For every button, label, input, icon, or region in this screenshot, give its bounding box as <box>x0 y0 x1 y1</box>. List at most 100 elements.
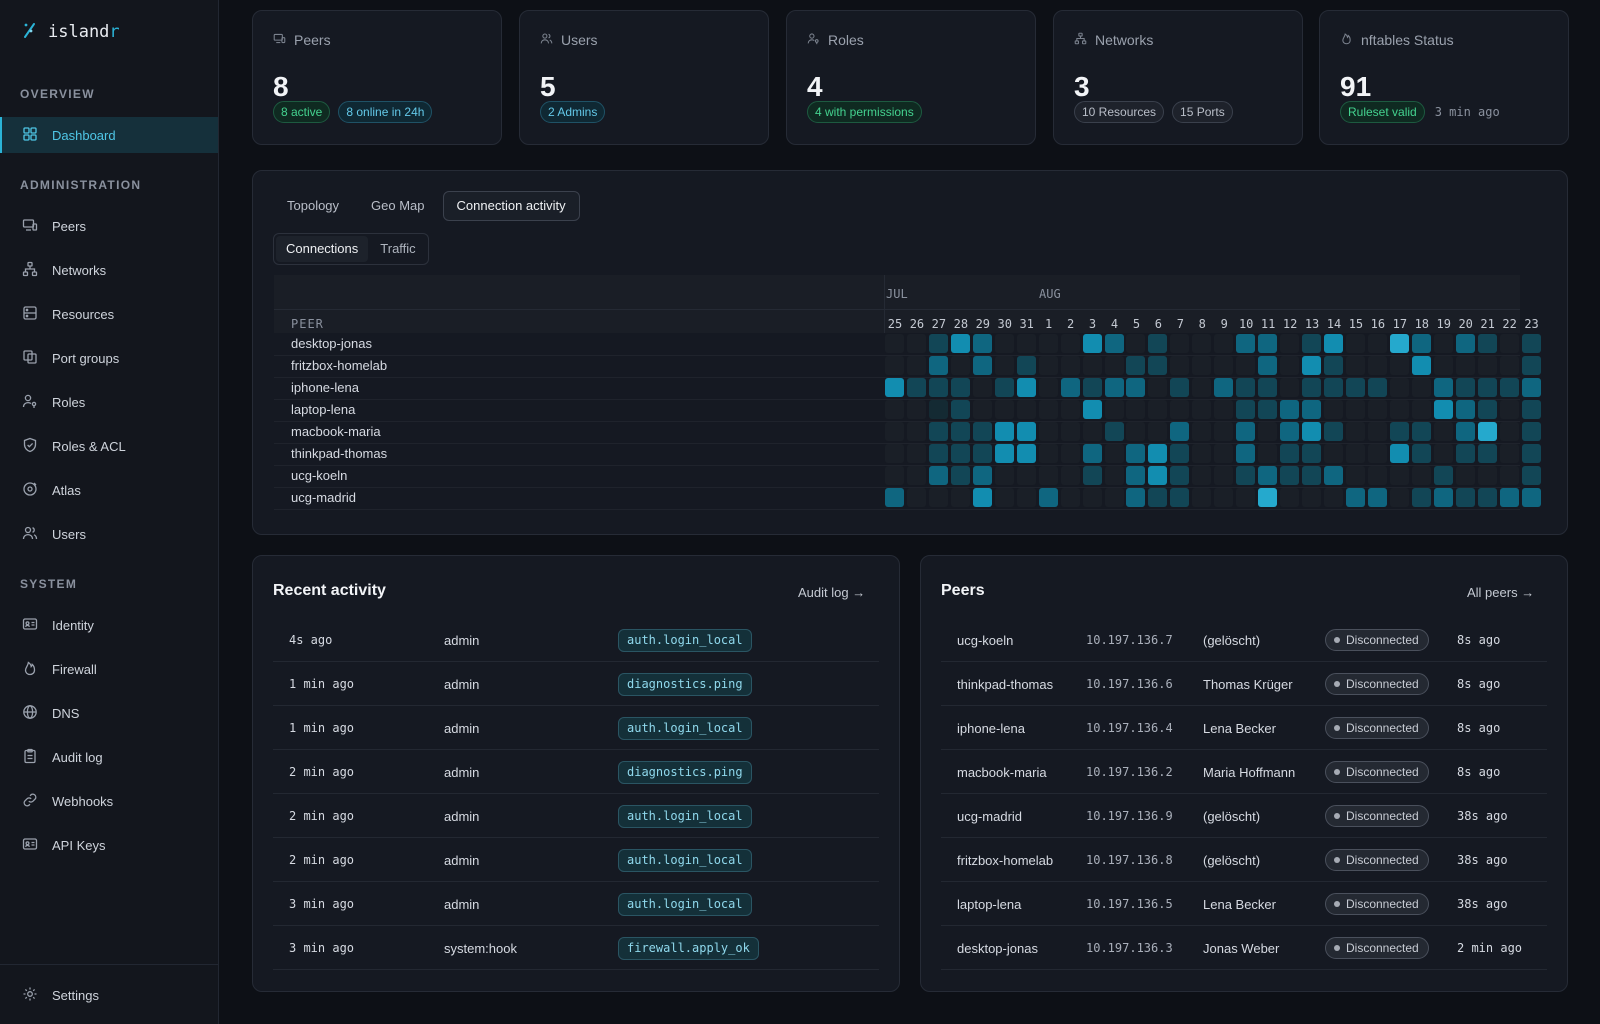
heatmap-cell[interactable] <box>906 378 926 397</box>
heatmap-cell[interactable] <box>1302 334 1322 353</box>
heatmap-cell[interactable] <box>1258 444 1278 463</box>
nav-item-roles-acl[interactable]: Roles & ACL <box>0 428 218 464</box>
activity-row[interactable]: 2 min ago admin diagnostics.ping <box>273 750 879 794</box>
heatmap-cell[interactable] <box>1411 400 1431 419</box>
heatmap-cell[interactable] <box>1258 422 1278 441</box>
heatmap-cell[interactable] <box>928 444 948 463</box>
heatmap-cell[interactable] <box>1433 488 1453 507</box>
heatmap-cell[interactable] <box>1038 378 1058 397</box>
nav-item-settings[interactable]: Settings <box>0 977 218 1013</box>
heatmap-cell[interactable] <box>1389 334 1409 353</box>
heatmap-cell[interactable] <box>1521 488 1541 507</box>
heatmap-cell[interactable] <box>1104 422 1124 441</box>
heatmap-cell[interactable] <box>1038 466 1058 485</box>
heatmap-cell[interactable] <box>1499 334 1519 353</box>
heatmap-cell[interactable] <box>972 356 992 375</box>
heatmap-cell[interactable] <box>1104 488 1124 507</box>
heatmap-cell[interactable] <box>1477 466 1497 485</box>
heatmap-cell[interactable] <box>1455 400 1475 419</box>
nav-item-resources[interactable]: Resources <box>0 296 218 332</box>
heatmap-cell[interactable] <box>1433 378 1453 397</box>
heatmap-cell[interactable] <box>1170 356 1190 375</box>
nav-item-users[interactable]: Users <box>0 516 218 552</box>
heatmap-cell[interactable] <box>994 488 1014 507</box>
heatmap-cell[interactable] <box>950 378 970 397</box>
heatmap-cell[interactable] <box>1455 378 1475 397</box>
heatmap-cell[interactable] <box>1148 356 1168 375</box>
nav-item-peers[interactable]: Peers <box>0 208 218 244</box>
heatmap-cell[interactable] <box>1499 378 1519 397</box>
heatmap-cell[interactable] <box>885 422 904 441</box>
heatmap-cell[interactable] <box>1302 444 1322 463</box>
heatmap-cell[interactable] <box>1477 422 1497 441</box>
heatmap-cell[interactable] <box>906 488 926 507</box>
heatmap-cell[interactable] <box>1082 466 1102 485</box>
heatmap-cell[interactable] <box>928 378 948 397</box>
heatmap-cell[interactable] <box>994 466 1014 485</box>
heatmap-cell[interactable] <box>1433 444 1453 463</box>
peer-row[interactable]: ucg-madrid 10.197.136.9 (gelöscht) Disconne… <box>941 794 1547 838</box>
heatmap-cell[interactable] <box>1345 356 1365 375</box>
heatmap-cell[interactable] <box>1345 488 1365 507</box>
heatmap-cell[interactable] <box>1192 444 1212 463</box>
nav-item-identity[interactable]: Identity <box>0 607 218 643</box>
heatmap-cell[interactable] <box>928 356 948 375</box>
heatmap-cell[interactable] <box>1324 422 1343 441</box>
activity-row[interactable]: 4s ago admin auth.login_local <box>273 618 879 662</box>
nav-item-dns[interactable]: DNS <box>0 695 218 731</box>
heatmap-cell[interactable] <box>1499 400 1519 419</box>
heatmap-cell[interactable] <box>1280 466 1300 485</box>
heatmap-cell[interactable] <box>1280 334 1300 353</box>
heatmap-cell[interactable] <box>928 400 948 419</box>
heatmap-cell[interactable] <box>1038 422 1058 441</box>
heatmap-cell[interactable] <box>1170 488 1190 507</box>
heatmap-cell[interactable] <box>1082 444 1102 463</box>
heatmap-cell[interactable] <box>1477 378 1497 397</box>
brand[interactable]: islandr <box>22 21 120 42</box>
heatmap-cell[interactable] <box>1104 400 1124 419</box>
heatmap-cell[interactable] <box>1170 466 1190 485</box>
heatmap-cell[interactable] <box>1280 356 1300 375</box>
heatmap-cell[interactable] <box>1082 334 1102 353</box>
nav-item-dashboard[interactable]: Dashboard <box>0 117 218 153</box>
heatmap-cell[interactable] <box>972 334 992 353</box>
heatmap-cell[interactable] <box>1126 488 1146 507</box>
heatmap-cell[interactable] <box>1324 378 1343 397</box>
nav-item-api-keys[interactable]: API Keys <box>0 827 218 863</box>
heatmap-cell[interactable] <box>1280 488 1300 507</box>
heatmap-cell[interactable] <box>1389 422 1409 441</box>
heatmap-cell[interactable] <box>1126 422 1146 441</box>
heatmap-cell[interactable] <box>1192 400 1212 419</box>
heatmap-cell[interactable] <box>1016 466 1036 485</box>
activity-row[interactable]: 1 min ago admin auth.login_local <box>273 706 879 750</box>
heatmap-cell[interactable] <box>1060 444 1080 463</box>
nav-item-firewall[interactable]: Firewall <box>0 651 218 687</box>
heatmap-cell[interactable] <box>1389 356 1409 375</box>
tab-geo-map[interactable]: Geo Map <box>371 198 425 213</box>
heatmap-cell[interactable] <box>1455 466 1475 485</box>
heatmap-cell[interactable] <box>1104 356 1124 375</box>
heatmap-cell[interactable] <box>994 444 1014 463</box>
heatmap-cell[interactable] <box>1214 378 1234 397</box>
heatmap-cell[interactable] <box>1038 488 1058 507</box>
tab-connection-activity[interactable]: Connection activity <box>442 191 580 221</box>
heatmap-cell[interactable] <box>1455 444 1475 463</box>
heatmap-cell[interactable] <box>1324 466 1343 485</box>
heatmap-cell[interactable] <box>1060 334 1080 353</box>
heatmap-cell[interactable] <box>972 378 992 397</box>
heatmap-cell[interactable] <box>885 444 904 463</box>
heatmap-cell[interactable] <box>1258 466 1278 485</box>
heatmap-cell[interactable] <box>1016 422 1036 441</box>
heatmap-cell[interactable] <box>1477 400 1497 419</box>
heatmap-cell[interactable] <box>1060 466 1080 485</box>
heatmap-cell[interactable] <box>994 422 1014 441</box>
nav-item-webhooks[interactable]: Webhooks <box>0 783 218 819</box>
heatmap-cell[interactable] <box>1499 466 1519 485</box>
heatmap-cell[interactable] <box>1455 488 1475 507</box>
heatmap-cell[interactable] <box>1214 444 1234 463</box>
heatmap-cell[interactable] <box>1302 400 1322 419</box>
heatmap-cell[interactable] <box>1192 334 1212 353</box>
heatmap-cell[interactable] <box>1148 466 1168 485</box>
heatmap-cell[interactable] <box>1324 356 1343 375</box>
heatmap-cell[interactable] <box>1170 422 1190 441</box>
